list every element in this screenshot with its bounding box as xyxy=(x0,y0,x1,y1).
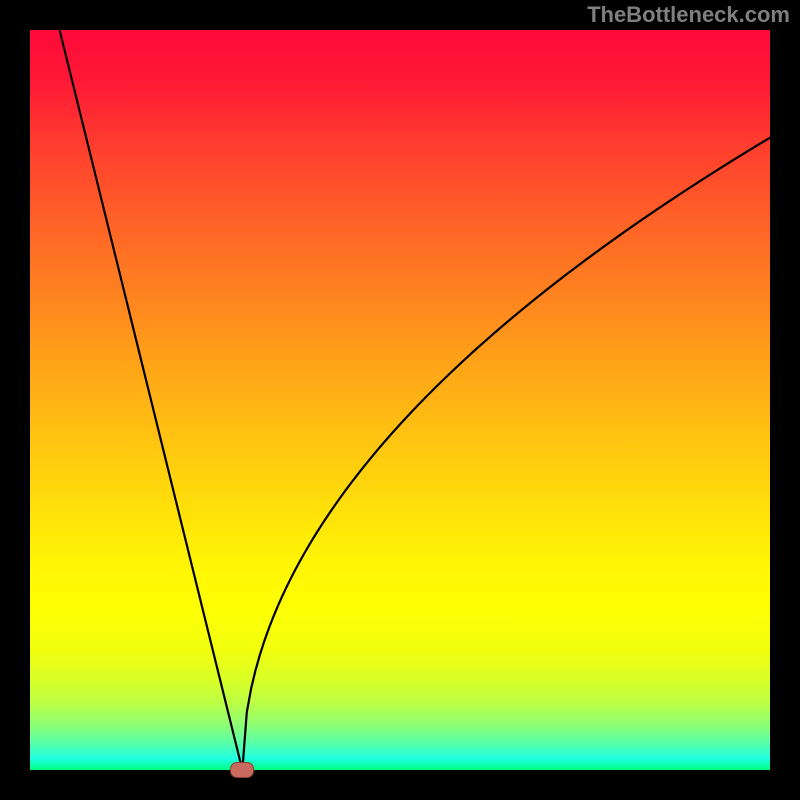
bottleneck-curve xyxy=(0,0,800,800)
vertex-marker xyxy=(230,762,254,778)
curve-path xyxy=(60,30,770,770)
chart-container: TheBottleneck.com xyxy=(0,0,800,800)
watermark-text: TheBottleneck.com xyxy=(587,2,790,28)
